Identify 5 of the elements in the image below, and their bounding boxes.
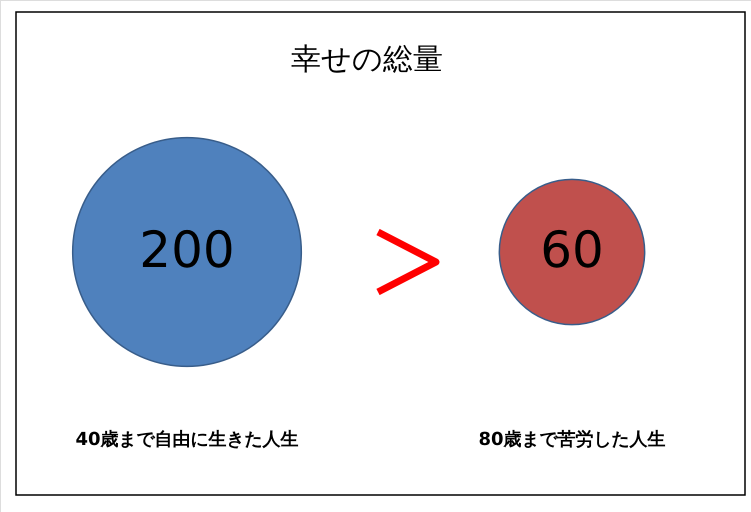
category-label: 40歳まで自由に生きた人生 <box>75 429 299 450</box>
category-label: 80歳まで苦労した人生 <box>478 429 666 450</box>
data-label: 60 <box>540 221 604 279</box>
text: 幸せの総量 <box>291 42 443 77</box>
data-label: 200 <box>139 221 235 279</box>
